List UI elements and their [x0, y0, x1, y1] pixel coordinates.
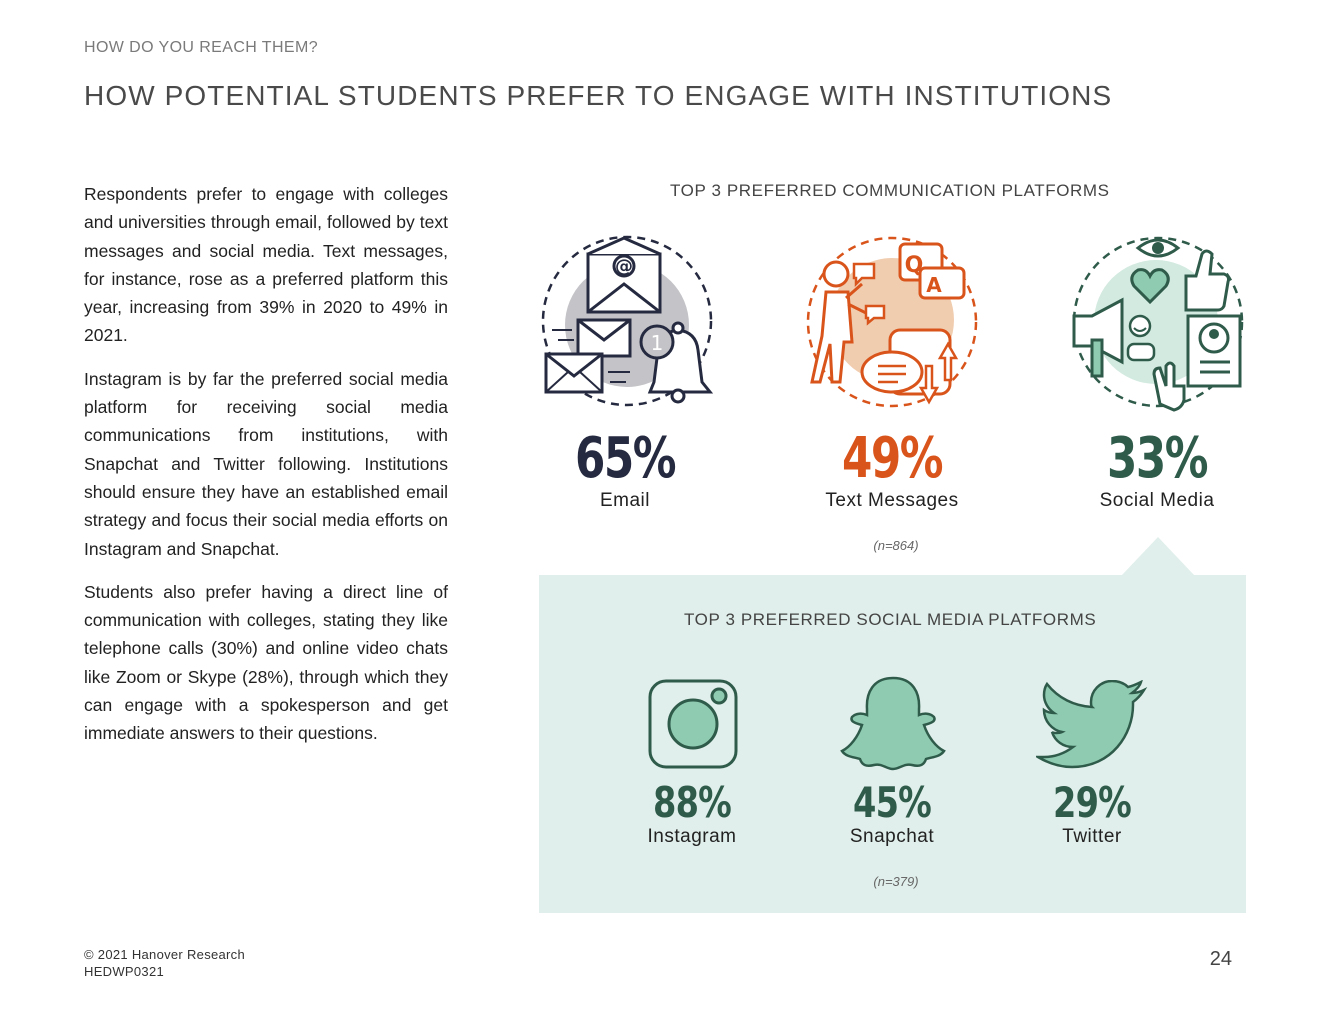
stat-label: Snapchat	[849, 826, 935, 847]
copyright-text: © 2021 Hanover Research	[84, 947, 246, 962]
section-eyebrow: HOW DO YOU REACH THEM?	[84, 39, 319, 56]
stat-email: 65% Email	[515, 428, 735, 512]
sample-size-note: (n=379)	[873, 874, 919, 889]
stat-social-media: 33% Social Media	[1047, 428, 1267, 512]
social-section-title: TOP 3 PREFERRED SOCIAL MEDIA PLATFORMS	[684, 610, 1097, 629]
paragraph: Instagram is by far the preferred social…	[84, 368, 448, 559]
text-messages-icon: Q A	[806, 236, 978, 408]
stat-value: 65%	[575, 426, 676, 491]
instagram-icon	[648, 679, 738, 769]
snapchat-icon	[840, 676, 946, 771]
stat-value: 29%	[1052, 778, 1132, 827]
social-media-icon	[1072, 236, 1244, 412]
stat-text-messages: 49% Text Messages	[782, 428, 1002, 512]
svg-text:@: @	[615, 256, 633, 277]
stat-label: Instagram	[647, 826, 737, 847]
stat-label: Twitter	[1062, 826, 1122, 847]
document-code: HEDWP0321	[84, 964, 165, 979]
page-number: 24	[1209, 948, 1232, 970]
stat-label: Social Media	[1099, 490, 1215, 511]
stat-label: Text Messages	[825, 490, 959, 511]
svg-text:1: 1	[651, 331, 664, 355]
page-title: HOW POTENTIAL STUDENTS PREFER TO ENGAGE …	[84, 80, 1113, 111]
footer-copyright: © 2021 Hanover Research HEDWP0321	[84, 946, 245, 980]
stat-value: 49%	[842, 426, 943, 491]
stat-instagram: 88% Instagram	[592, 780, 792, 848]
stat-value: 33%	[1107, 426, 1208, 491]
email-icon: @ 1	[541, 235, 714, 407]
stat-label: Email	[599, 490, 650, 511]
panel-pointer	[1122, 537, 1194, 575]
paragraph: Students also prefer having a direct lin…	[84, 581, 448, 744]
stat-value: 45%	[852, 778, 932, 827]
stat-value: 88%	[652, 778, 732, 827]
communication-section-title: TOP 3 PREFERRED COMMUNICATION PLATFORMS	[670, 181, 1110, 200]
stat-twitter: 29% Twitter	[992, 780, 1192, 848]
twitter-icon	[1036, 680, 1148, 769]
svg-text:A: A	[926, 273, 942, 297]
stat-snapchat: 45% Snapchat	[792, 780, 992, 848]
sample-size-note: (n=864)	[873, 538, 919, 553]
paragraph: Respondents prefer to engage with colleg…	[84, 184, 448, 346]
body-text: Respondents prefer to engage with colleg…	[84, 180, 448, 763]
